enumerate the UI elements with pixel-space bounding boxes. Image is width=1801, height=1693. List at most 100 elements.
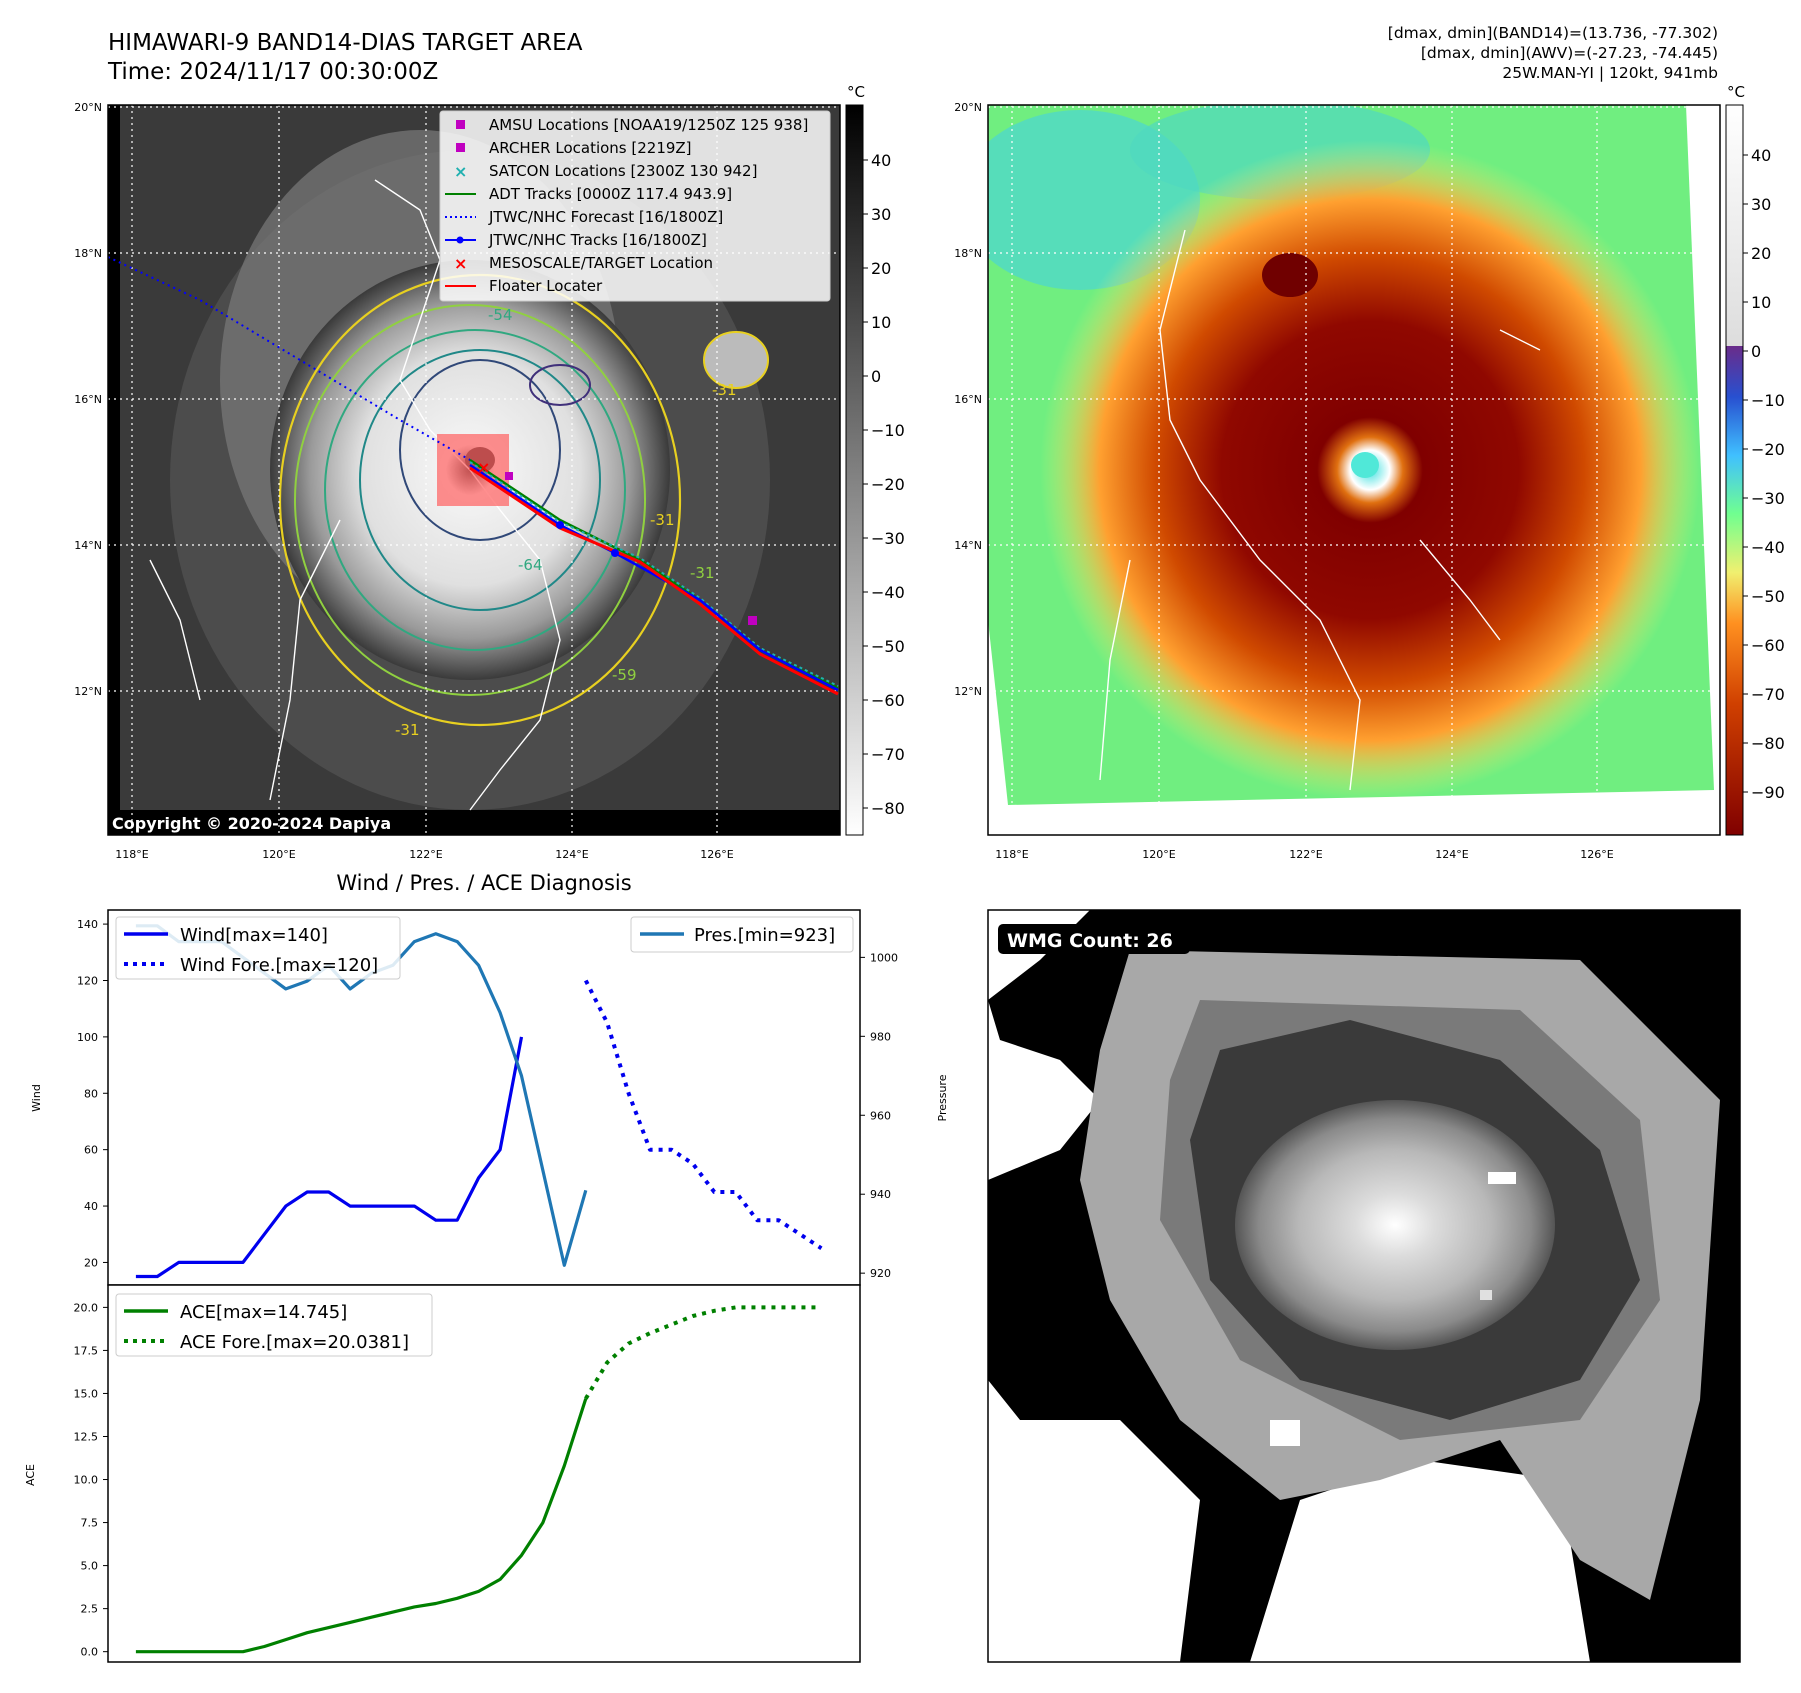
ir-colorbar-unit: °C [847,83,865,101]
colorbar-tick-label: 30 [871,205,891,224]
ytick-label: 40 [84,1200,98,1213]
lon-label: 118°E [115,848,148,861]
contour-label: -31 [690,564,715,582]
legend-entry: ARCHER Locations [2219Z] [456,139,692,157]
colorbar-tick-label: 10 [1751,293,1771,312]
colorbar-tick-label: −50 [871,637,905,656]
ace-legend: ACE[max=14.745] ACE Fore.[max=20.0381] [115,1293,433,1357]
y2tick-label: 1000 [870,951,898,964]
wmg-count-badge [998,924,1190,954]
archer-marker [505,472,513,480]
lat-label: 12°N [954,685,982,698]
y2tick-label: 940 [870,1188,891,1201]
colorbar-tick-label: −10 [1751,391,1785,410]
lat-label: 16°N [74,393,102,406]
wind-legend-label: Wind[max=140] [180,925,328,946]
series-line-ace [135,1398,588,1654]
legend-entry: Floater Locater [445,277,603,295]
pres-legend: Pres.[min=923] [630,916,854,953]
wv-panel: 20°N 18°N 16°N 14°N 12°N 118°E 120°E 122… [954,83,1785,861]
legend-marker [456,120,465,129]
colorbar-tick-label: 40 [871,151,891,170]
ytick-label: 2.5 [81,1603,99,1616]
ytick-label: 12.5 [74,1430,99,1443]
legend-marker: × [454,162,467,181]
colorbar-tick-label: −20 [1751,440,1785,459]
lon-label: 124°E [1435,848,1468,861]
legend-entry: JTWC/NHC Tracks [16/1800Z] [445,231,707,249]
wv-colorbar [1725,104,1744,836]
floater-track [469,466,839,696]
colorbar-tick-label: −70 [1751,685,1785,704]
contour-label: -64 [518,556,543,574]
chart-title: Wind / Pres. / ACE Diagnosis [336,871,631,895]
legend-label: ARCHER Locations [2219Z] [489,139,692,157]
contour-label: -31 [395,721,420,739]
colorbar-tick-label: 30 [1751,195,1771,214]
colorbar-tick-label: −80 [871,799,905,818]
contour-label: -31 [650,511,675,529]
colorbar-tick-label: −90 [1751,783,1785,802]
colorbar-tick-label: −30 [1751,489,1785,508]
lat-label: 14°N [954,539,982,552]
legend-label: MESOSCALE/TARGET Location [489,254,713,272]
lat-label: 18°N [74,247,102,260]
lon-label: 118°E [995,848,1028,861]
legend-label: JTWC/NHC Tracks [16/1800Z] [488,231,707,249]
ir-panel: -54 -64 -31 -31 -31 -59 -31 × [74,83,905,861]
ytick-label: 5.0 [81,1560,99,1573]
lon-label: 120°E [1142,848,1175,861]
colorbar-tick-label: −20 [871,475,905,494]
lat-label: 16°N [954,393,982,406]
legend-entry: AMSU Locations [NOAA19/1250Z 125 938] [456,116,808,134]
colorbar-tick-label: 40 [1751,146,1771,165]
lon-label: 126°E [700,848,733,861]
pressure-ylabel: Pressure [936,1074,949,1121]
ytick-label: 7.5 [81,1517,99,1530]
ytick-label: 80 [84,1087,98,1100]
colorbar-tick-label: −60 [1751,636,1785,655]
satcon-track [469,461,839,687]
colorbar-tick-label: −40 [1751,538,1785,557]
lon-label: 126°E [1580,848,1613,861]
ytick-label: 17.5 [74,1344,99,1357]
lon-label: 120°E [262,848,295,861]
pres-legend-label: Pres.[min=923] [694,925,835,946]
ace-fore-legend-label: ACE Fore.[max=20.0381] [180,1332,409,1353]
legend-label: SATCON Locations [2300Z 130 942] [489,162,757,180]
colorbar-tick-label: 20 [1751,244,1771,263]
wmg-count-label: WMG Count: 26 [1007,930,1173,952]
lon-label: 122°E [1289,848,1322,861]
colorbar-tick-label: 0 [871,367,881,386]
wind-ylabel: Wind [30,1084,43,1112]
contour-label: -54 [488,306,513,324]
info-storm: 25W.MAN-YI | 120kt, 941mb [1502,64,1718,82]
figure-time: Time: 2024/11/17 00:30:00Z [107,59,438,85]
ytick-label: 20 [84,1256,98,1269]
wind-legend: Wind[max=140] Wind Fore.[max=120] [115,916,401,980]
lat-label: 12°N [74,685,102,698]
contour-label: -31 [712,381,737,399]
legend-entry: × SATCON Locations [2300Z 130 942] [454,162,757,181]
ace-legend-label: ACE[max=14.745] [180,1302,347,1323]
legend-label: JTWC/NHC Forecast [16/1800Z] [488,208,723,226]
colorbar-tick-label: 20 [871,259,891,278]
ytick-label: 100 [77,1031,98,1044]
ytick-label: 15.0 [74,1387,99,1400]
colorbar-tick-label: −60 [871,691,905,710]
y2tick-label: 960 [870,1109,891,1122]
lat-label: 20°N [954,101,982,114]
info-awv: [dmax, dmin](AWV)=(-27.23, -74.445) [1421,44,1718,62]
amsu-marker [748,616,757,625]
legend-label: ADT Tracks [0000Z 117.4 943.9] [489,185,732,203]
colorbar-tick-label: −70 [871,745,905,764]
jtwc-track [469,463,839,692]
legend-label: Floater Locater [489,277,603,295]
colorbar-tick-label: 10 [871,313,891,332]
y2tick-label: 920 [870,1267,891,1280]
legend-entry: ADT Tracks [0000Z 117.4 943.9] [445,185,732,203]
ytick-label: 20.0 [74,1301,99,1314]
contour-label: -59 [612,666,637,684]
wv-colorbar-unit: °C [1727,83,1745,101]
